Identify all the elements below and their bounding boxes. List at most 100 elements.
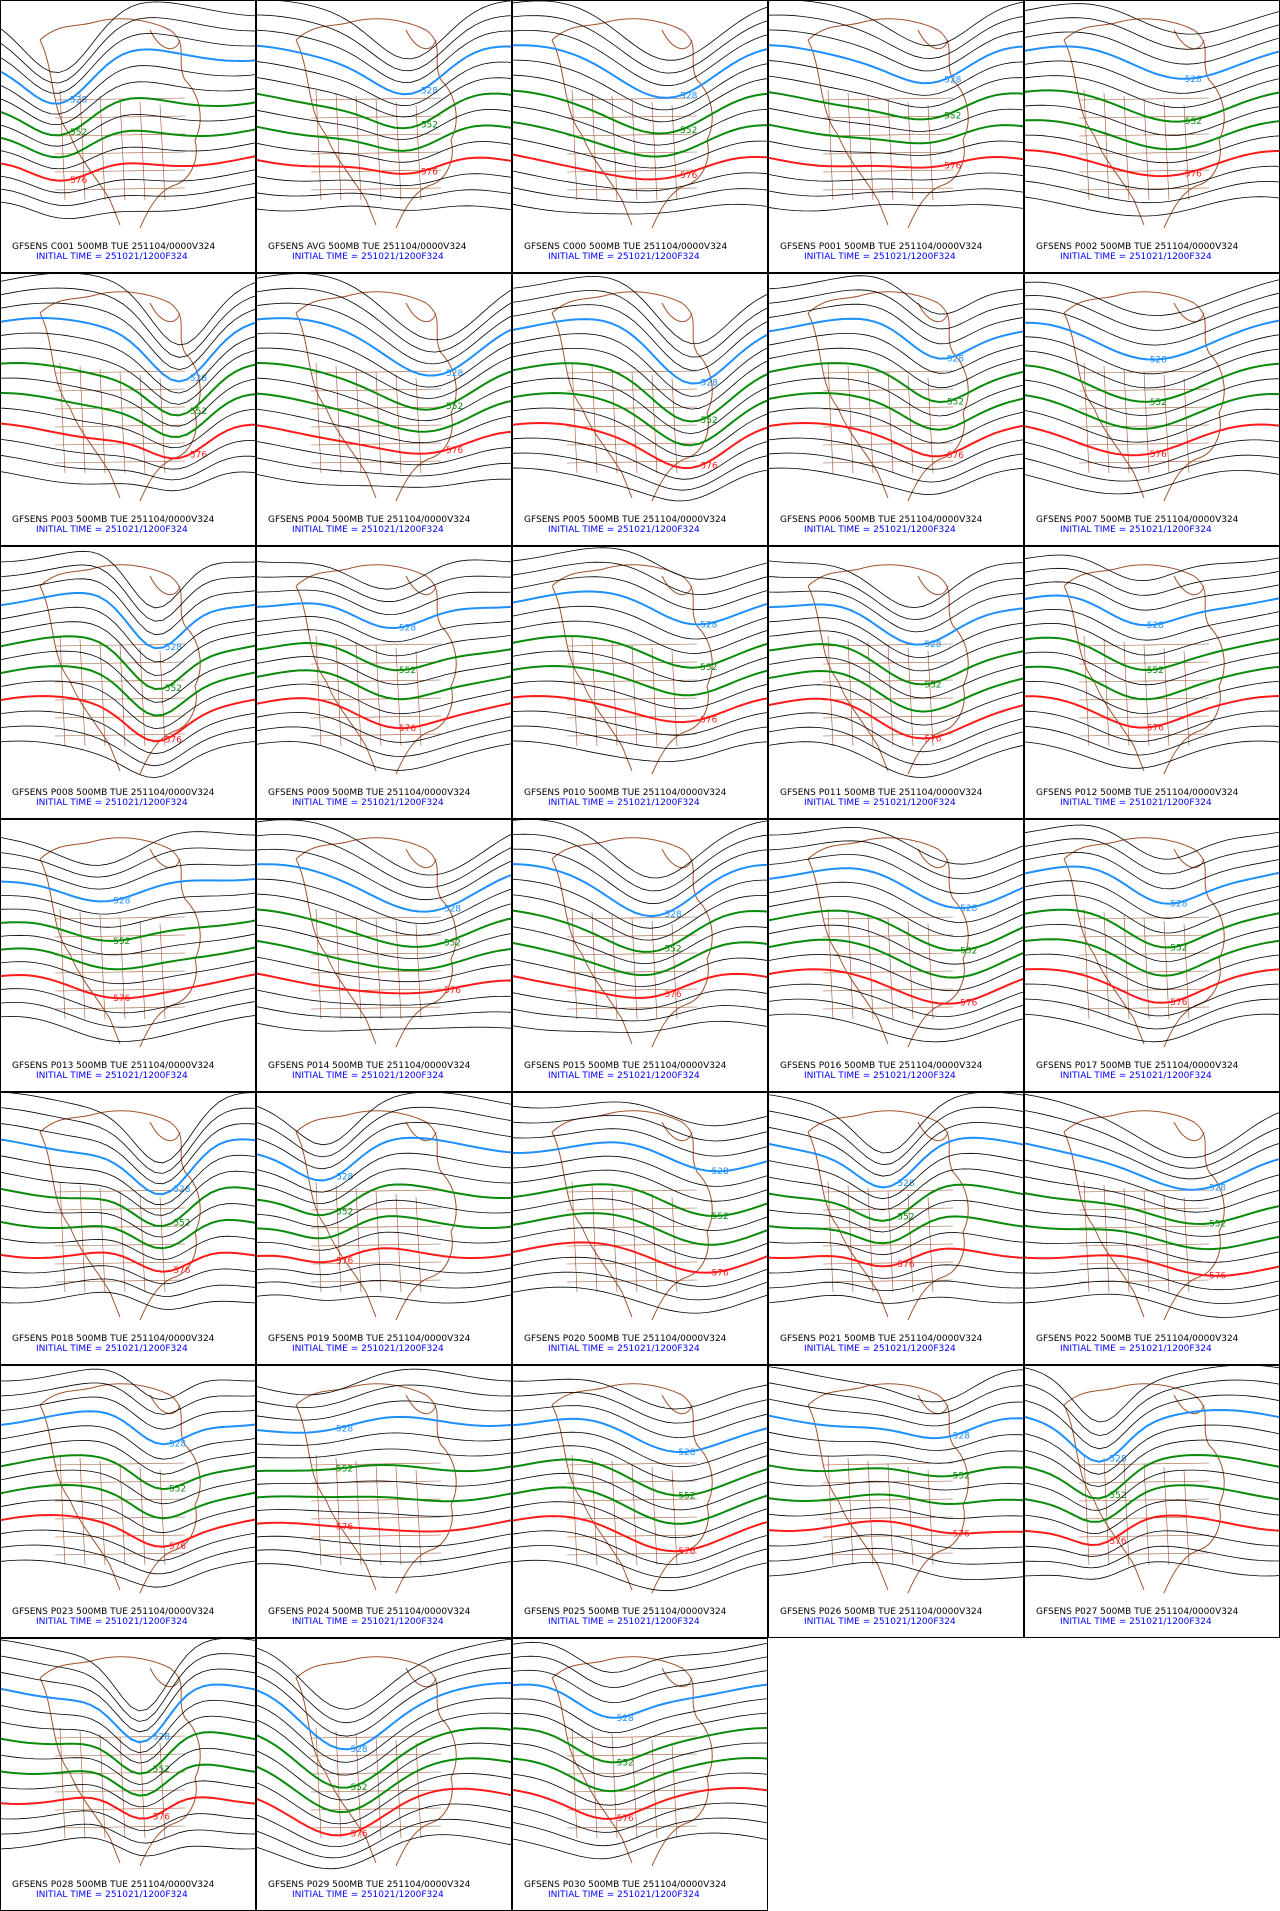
contour (769, 1398, 1023, 1427)
coastline (807, 291, 969, 502)
state-border (847, 365, 854, 474)
contour (513, 318, 767, 385)
panel-title: GFSENS P003 500MB TUE 251104/0000V324 (12, 515, 215, 525)
coastline (295, 291, 457, 502)
contour (257, 697, 511, 730)
state-border (887, 917, 894, 1020)
contour (1025, 334, 1279, 375)
contour (1025, 348, 1279, 389)
contour-label: 576 (446, 446, 463, 456)
state-border (571, 908, 578, 1020)
contour (1, 96, 255, 137)
contour (1, 1469, 255, 1505)
contour (513, 1756, 767, 1793)
state-border (355, 914, 362, 1020)
contour (1, 863, 255, 890)
contour (769, 1013, 1023, 1043)
contour (257, 1727, 511, 1789)
contour (1, 361, 255, 417)
contour (1025, 1469, 1279, 1511)
contour-label: 576 (1170, 998, 1187, 1008)
contour-label: 528 (1150, 356, 1167, 366)
state-border (54, 187, 186, 191)
contour (513, 878, 767, 929)
state-border (822, 1225, 954, 1229)
contour (257, 1742, 511, 1801)
state-border (907, 1193, 914, 1293)
state-border (847, 638, 854, 747)
contour (513, 909, 767, 953)
contour-label: 552 (190, 407, 207, 417)
contour (769, 968, 1023, 1005)
contour-label: 576 (165, 736, 182, 746)
contour (257, 29, 511, 83)
contour-label: 528 (1147, 621, 1164, 631)
contour (769, 44, 1023, 85)
state-border (335, 911, 342, 1020)
map-panel: 528 552 576 GFSENS P007 500MB TUE 251104/00… (1024, 273, 1280, 546)
contour (1, 1559, 255, 1588)
contour (769, 75, 1023, 108)
contour (513, 1417, 767, 1454)
state-border (1078, 1498, 1210, 1502)
contour (1, 578, 255, 636)
contour-label: 528 (169, 1440, 186, 1450)
panel-subtitle: INITIAL TIME = 251021/1200F324 (804, 525, 956, 535)
contour (1025, 1379, 1279, 1437)
contour (257, 656, 511, 686)
contour (769, 1366, 1023, 1403)
state-border (1143, 371, 1150, 474)
contour (513, 1832, 767, 1860)
contour (1, 81, 255, 126)
panel-title: GFSENS P013 500MB TUE 251104/0000V324 (12, 1061, 215, 1071)
state-border (1078, 733, 1210, 737)
panel-title: GFSENS P026 500MB TUE 251104/0000V324 (780, 1607, 983, 1617)
contour (1025, 838, 1279, 875)
contour (1, 1425, 255, 1460)
contour-label: 576 (960, 999, 977, 1009)
contour (257, 711, 511, 743)
state-border (310, 133, 442, 137)
contour (513, 1198, 767, 1231)
state-border (310, 697, 442, 701)
panel-title: GFSENS P028 500MB TUE 251104/0000V324 (12, 1880, 215, 1890)
map-area: 528 552 576 (257, 1368, 511, 1594)
contour-label: 576 (444, 986, 461, 996)
state-border (335, 1184, 342, 1293)
contour-label: 576 (70, 176, 87, 186)
state-border (54, 1207, 186, 1211)
map-area: 528 552 576 (1, 831, 255, 1048)
contour (513, 547, 767, 580)
state-border (1078, 1207, 1210, 1211)
state-border (822, 1516, 954, 1520)
contour (1025, 1530, 1279, 1557)
state-border (651, 374, 658, 474)
contour (1025, 392, 1279, 431)
state-border (1078, 1552, 1210, 1556)
state-border (566, 1207, 698, 1211)
state-border (566, 1480, 698, 1484)
state-border (1083, 1454, 1090, 1566)
contour (257, 1247, 511, 1264)
contour (769, 362, 1023, 404)
contour (769, 452, 1023, 483)
state-border (1183, 650, 1190, 747)
contour (1, 1138, 255, 1196)
contour (513, 1445, 767, 1482)
state-border (335, 92, 342, 201)
coastline (1063, 1110, 1225, 1321)
contour-label: 528 (701, 379, 718, 389)
contour (513, 437, 767, 480)
contour-label: 528 (190, 374, 207, 384)
state-border (611, 1187, 618, 1293)
state-border (1163, 101, 1170, 201)
contour (1, 665, 255, 717)
contour (769, 826, 1023, 865)
contour-label: 576 (1147, 724, 1164, 734)
map-area: 528 552 576 (513, 1641, 767, 1867)
state-border (79, 365, 86, 474)
panel-border (512, 1638, 768, 1911)
contour (1025, 968, 1279, 1004)
contour (257, 1533, 511, 1548)
state-border (651, 920, 658, 1020)
